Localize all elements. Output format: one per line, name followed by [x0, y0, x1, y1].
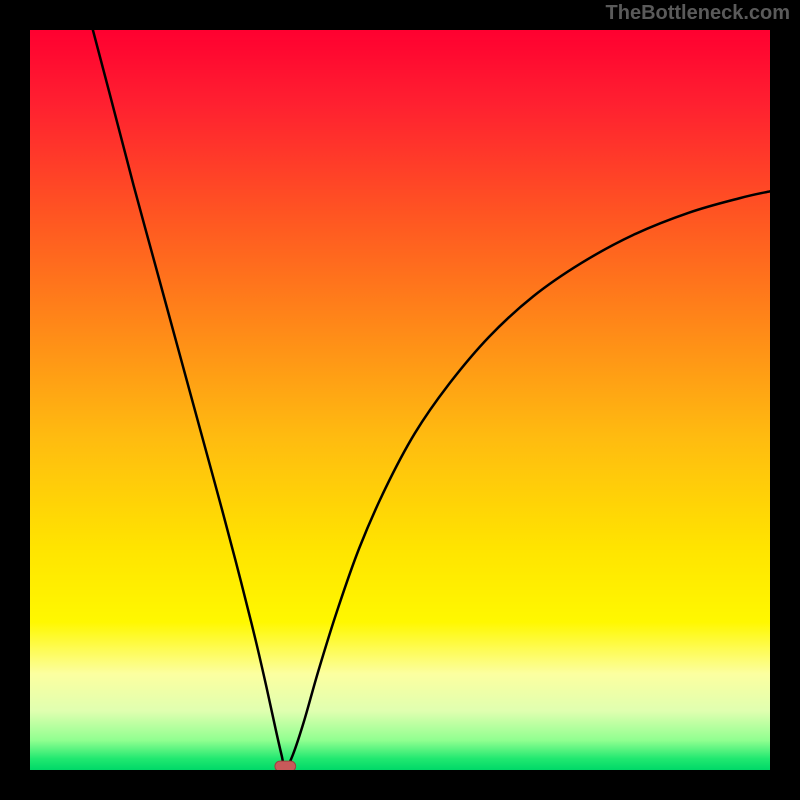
optimal-marker: [275, 761, 296, 770]
gradient-background: [30, 30, 770, 770]
plot-area: [30, 30, 770, 770]
chart-container: TheBottleneck.com: [0, 0, 800, 800]
chart-svg: [30, 30, 770, 770]
watermark-text: TheBottleneck.com: [606, 2, 790, 25]
